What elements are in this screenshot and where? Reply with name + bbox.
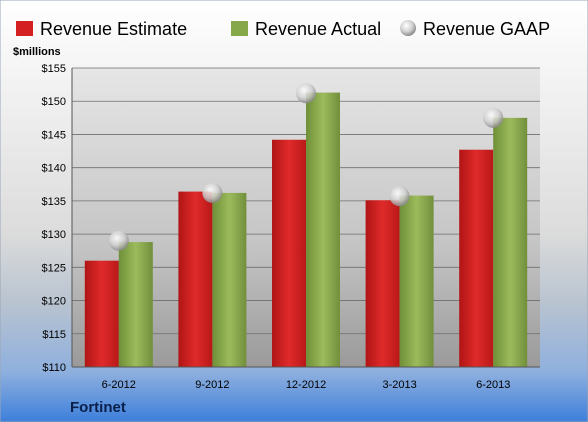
y-tick-label: $155 (42, 63, 66, 75)
bars-layer (84, 92, 528, 367)
y-tick-label: $115 (42, 329, 66, 341)
marker-revenue-gaap (296, 83, 316, 104)
x-tick-label: 6-2012 (102, 379, 136, 391)
axis-layer: $110 $115 $120 $125 $130 $135 $140 $145 $150 $155… (42, 63, 540, 391)
legend-swatch-revenue-actual (231, 21, 248, 36)
y-tick-label: $130 (42, 229, 66, 241)
legend-swatch-revenue-estimate (16, 21, 33, 36)
legend-marker-revenue-gaap (400, 20, 416, 36)
y-tick-label: $125 (42, 262, 66, 274)
marker-revenue-gaap (483, 107, 504, 128)
y-tick-label: $110 (42, 362, 66, 374)
x-tick-label: 6-2013 (476, 379, 510, 391)
bar-revenue-estimate (178, 191, 213, 367)
company-label: Fortinet (70, 399, 126, 416)
marker-revenue-gaap (108, 230, 129, 251)
bar-revenue-actual (212, 192, 247, 367)
y-tick-label: $145 (42, 129, 66, 141)
x-tick-label: 9-2012 (195, 379, 229, 391)
legend-label: Revenue Actual (255, 19, 381, 39)
x-tick-label: 3-2013 (382, 379, 416, 391)
bar-revenue-estimate (84, 260, 119, 367)
legend: Revenue Estimate Revenue Actual Revenue GA… (16, 19, 550, 39)
y-tick-label: $140 (42, 163, 66, 175)
markers-layer (108, 83, 504, 251)
bar-revenue-estimate (272, 139, 306, 367)
y-tick-label: $150 (42, 96, 66, 108)
bar-revenue-actual (118, 242, 153, 367)
bar-revenue-estimate (365, 200, 400, 367)
legend-label: Revenue Estimate (40, 19, 187, 39)
bar-revenue-actual (306, 92, 340, 367)
marker-revenue-gaap (389, 186, 410, 207)
marker-revenue-gaap (202, 182, 223, 203)
bar-revenue-actual (493, 117, 528, 367)
y-tick-label: $135 (42, 196, 66, 208)
bar-revenue-estimate (459, 149, 494, 367)
bar-revenue-actual (399, 195, 434, 367)
y-tick-label: $120 (42, 296, 66, 308)
x-tick-label: 12-2012 (286, 379, 326, 391)
y-axis-unit-label: $millions (13, 46, 61, 58)
legend-label: Revenue GAAP (423, 19, 550, 39)
